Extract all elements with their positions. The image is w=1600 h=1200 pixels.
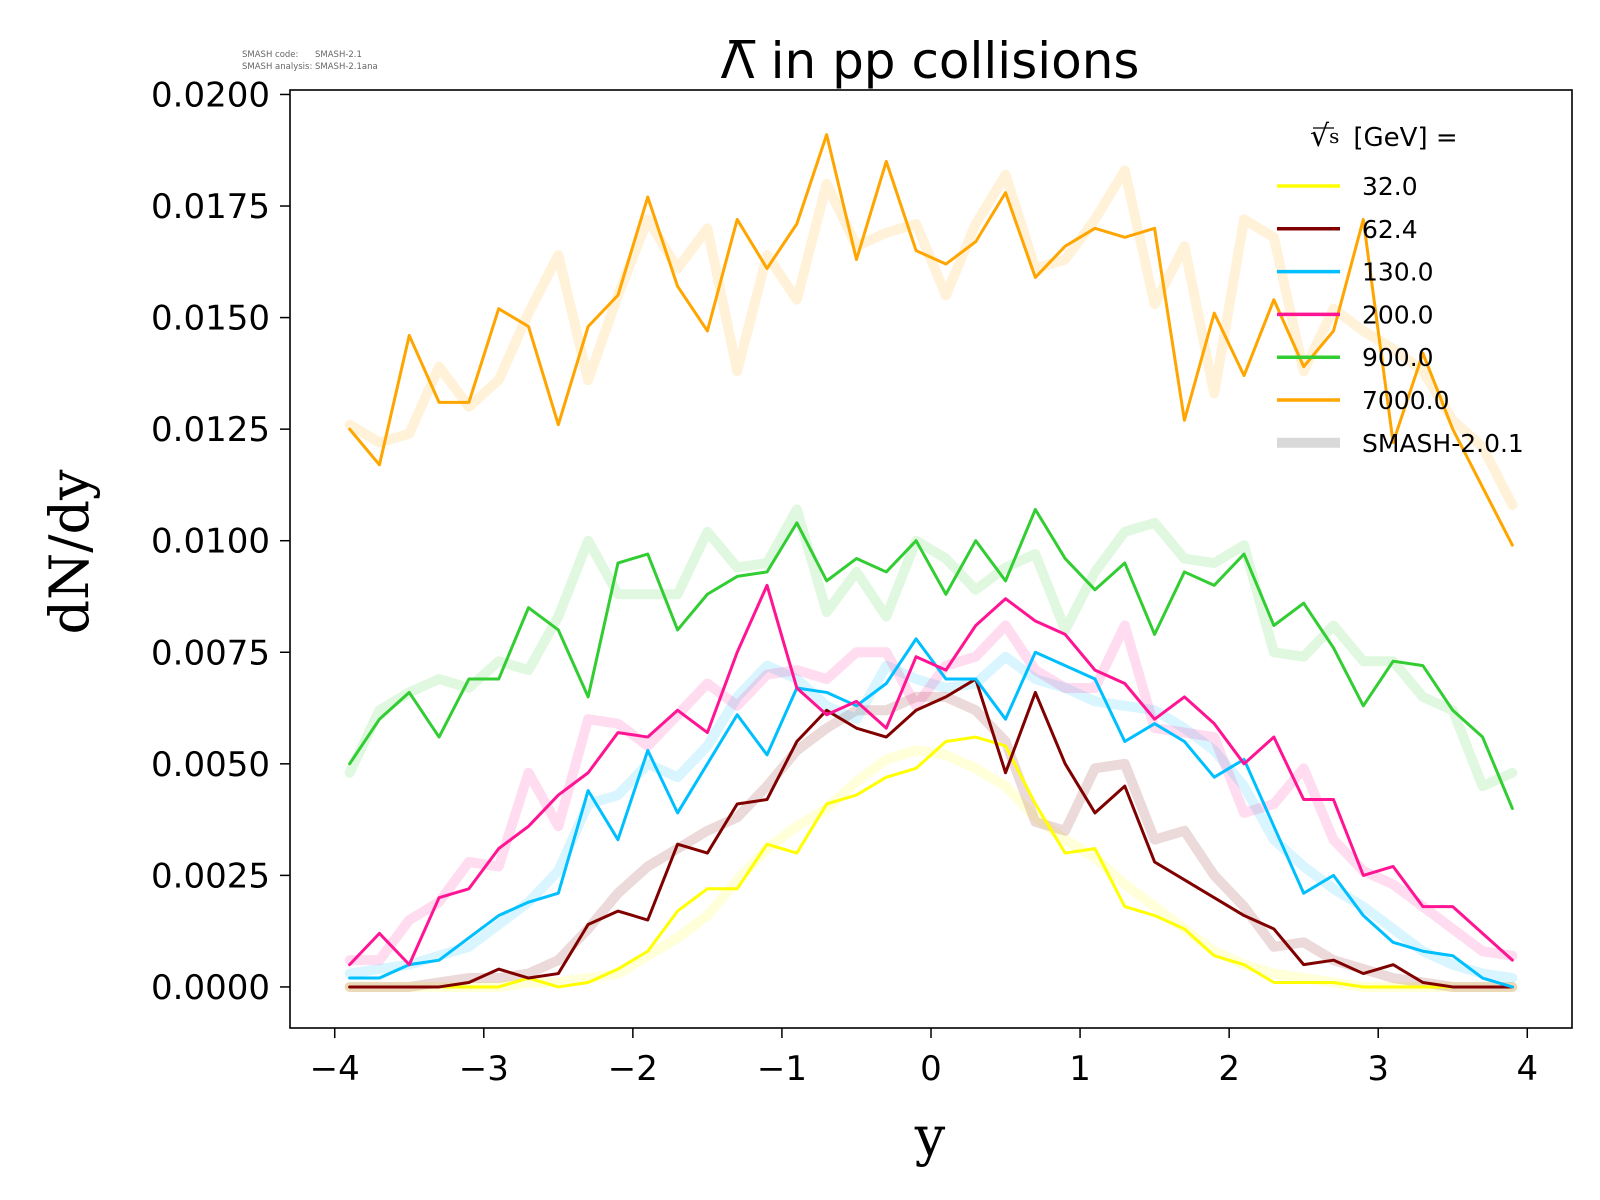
y-tick-label: 0.0125 [151,410,270,450]
y-tick-label: 0.0100 [151,522,270,562]
y-tick-label: 0.0000 [151,968,270,1008]
x-axis-label: y [914,1105,946,1168]
legend-label-32-0: 32.0 [1362,172,1418,201]
x-tick-label: −2 [608,1049,658,1089]
watermark-line1-value: SMASH-2.1 [315,50,362,60]
reference-line-130-0 [344,651,1518,984]
y-axis: 0.0000 0.0025 0.0050 0.0075 0.0100 0.0125 0.01… [151,75,290,1008]
x-axis: −4 −3 −2 −1 0 1 2 3 4 [310,1028,1538,1089]
y-tick-label: 0.0025 [151,856,270,896]
x-tick-label: 4 [1516,1049,1538,1089]
legend-label-reference: SMASH-2.0.1 [1362,429,1524,458]
y-tick-label: 0.0050 [151,745,270,785]
version-watermark: SMASH code: SMASH-2.1 SMASH analysis: SM… [242,50,378,72]
reference-series-group [344,165,1518,992]
legend-title-radical: √ [1310,119,1330,154]
series-line-200-0 [348,583,1514,967]
x-tick-label: 0 [920,1049,942,1089]
reference-line-7000-0 [344,165,1518,511]
series-line-62-4 [348,677,1514,989]
reference-line-200-0 [344,620,1518,966]
legend-title-rest: [GeV] = [1353,123,1457,153]
legend-label-130-0: 130.0 [1362,258,1434,287]
x-tick-label: −3 [459,1049,509,1089]
legend-label-200-0: 200.0 [1362,300,1434,329]
reference-line-62-4 [344,691,1518,992]
series-line-900-0 [348,507,1514,810]
x-tick-label: 2 [1218,1049,1240,1089]
data-series-group [348,133,1514,989]
y-tick-label: 0.0175 [151,187,270,227]
legend-label-7000-0: 7000.0 [1362,386,1449,415]
legend-items: 32.0 62.4 130.0 200.0 900.0 7000.0 SMASH-2.0.1 [1277,172,1524,458]
legend: √s [GeV] = 32.0 62.4 130.0 200.0 900.0 7000.0 S… [1277,119,1524,458]
y-tick-label: 0.0150 [151,299,270,339]
series-line-7000-0 [348,133,1514,547]
y-tick-label: 0.0075 [151,633,270,673]
plot-area [344,133,1518,992]
chart-title: Λ̅ in pp collisions [721,32,1140,90]
x-tick-label: 1 [1069,1049,1091,1089]
legend-title-var: s [1329,124,1339,148]
x-tick-label: −4 [310,1049,360,1089]
series-line-32-0 [348,735,1514,989]
legend-title: √s [GeV] = [1310,119,1458,154]
x-tick-label: −1 [757,1049,807,1089]
x-tick-label: 3 [1367,1049,1389,1089]
legend-label-62-4: 62.4 [1362,215,1418,244]
watermark-line2-value: SMASH-2.1ana [315,62,378,72]
y-tick-label: 0.0200 [151,75,270,115]
watermark-line1-label: SMASH code: [242,50,298,60]
y-axis-label: dN/dy [38,469,101,635]
series-line-130-0 [348,637,1514,989]
reference-line-900-0 [344,504,1518,792]
watermark-line2-label: SMASH analysis: [242,62,312,72]
legend-label-900-0: 900.0 [1362,343,1434,372]
